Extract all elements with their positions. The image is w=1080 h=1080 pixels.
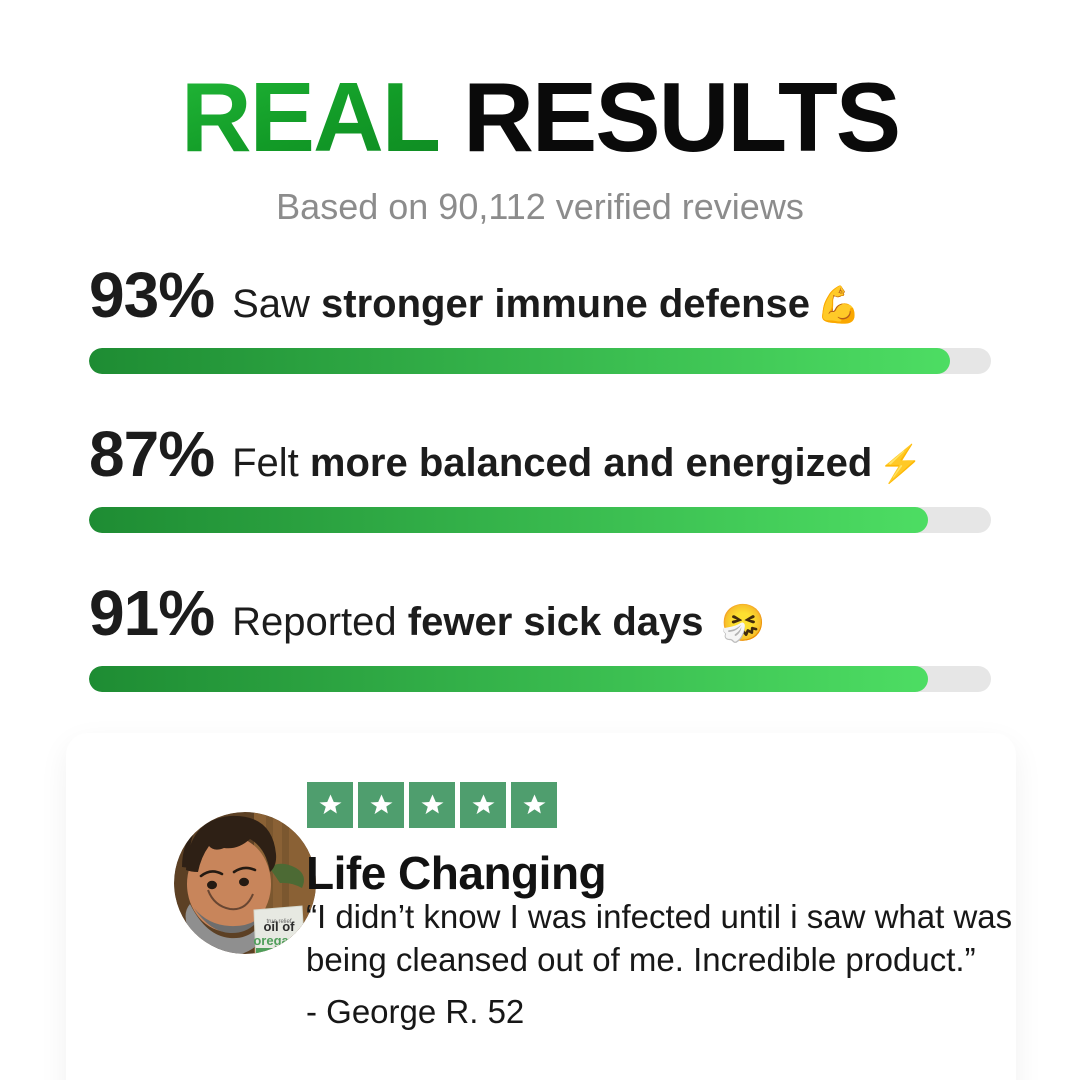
svg-text:oil of: oil of xyxy=(263,919,295,934)
svg-text:oregano: oregano xyxy=(253,933,304,948)
svg-text:6,000 mg: 6,000 mg xyxy=(267,951,291,955)
